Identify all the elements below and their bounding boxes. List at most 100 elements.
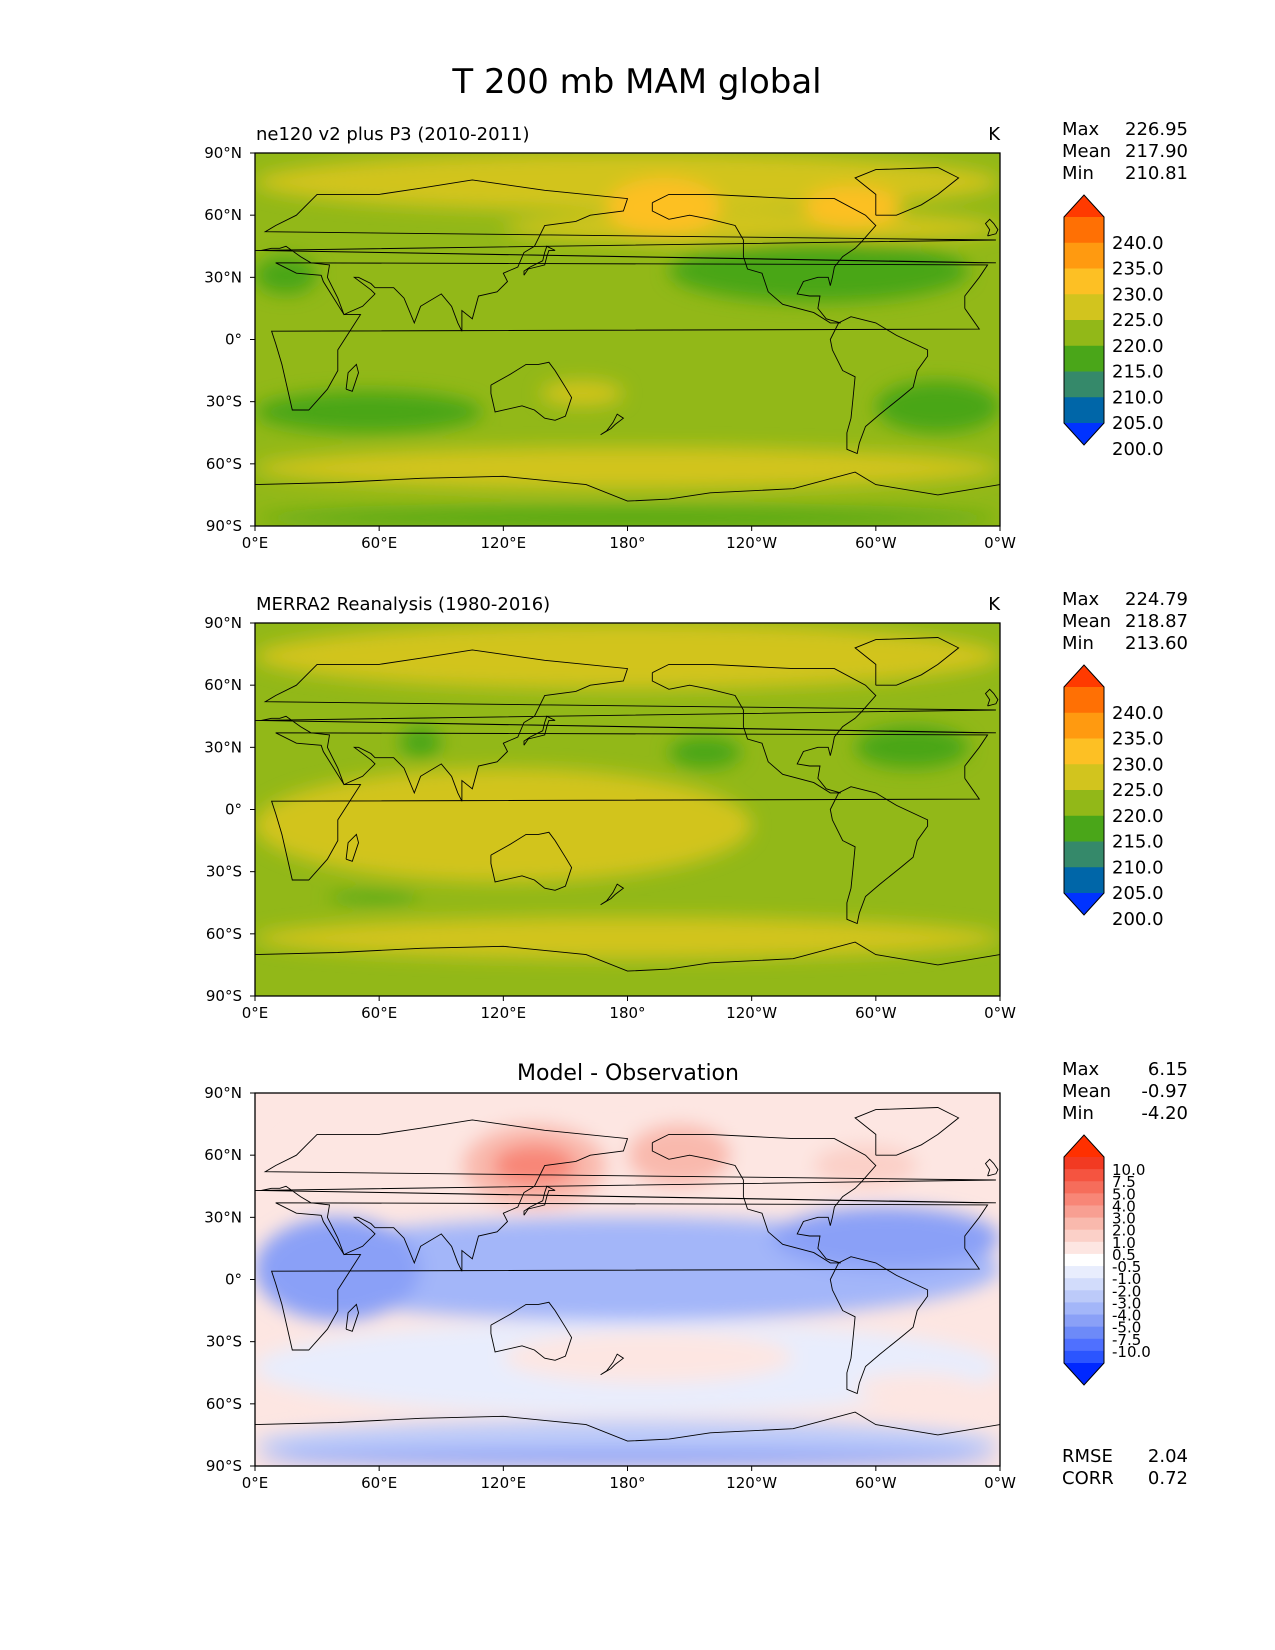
colorbar-tick-label: 4.0 <box>1112 1197 1136 1215</box>
colorbar-segment <box>1064 1253 1104 1267</box>
stat-max-label: Max <box>1062 119 1100 140</box>
x-tick-label: 60°W <box>855 534 897 552</box>
north-america-coast <box>651 193 877 324</box>
stat-max-value: 226.95 <box>1125 119 1188 140</box>
stat-min-value: 213.60 <box>1125 633 1188 654</box>
north-america-coast <box>651 663 877 794</box>
field-region <box>668 736 742 769</box>
field-region <box>606 177 721 236</box>
panel-observation: MERRA2 Reanalysis (1980-2016) K 0°E 60°E 1… <box>204 589 1188 1022</box>
uk-coast <box>984 1158 999 1177</box>
field-region <box>255 768 752 883</box>
colorbar-segment <box>1064 320 1104 347</box>
field-region <box>255 1217 421 1321</box>
y-tick-label: 60°N <box>204 676 242 694</box>
colorbar-segment <box>1064 841 1104 868</box>
colorbar-tick-label: 215.0 <box>1112 832 1164 853</box>
y-tick-label: 60°N <box>204 206 242 224</box>
colorbar-segment <box>1064 397 1104 424</box>
coastlines <box>255 1107 1000 1442</box>
stats-block: Max 224.79 Mean 218.87 Min 213.60 <box>1062 589 1188 654</box>
north-america-coast <box>651 1133 877 1264</box>
stat-max-label: Max <box>1062 1059 1100 1080</box>
colorbar-tick-label: 240.0 <box>1112 233 1164 254</box>
field-region <box>627 1124 731 1187</box>
field-region <box>855 1372 980 1404</box>
south-america-coast <box>829 1256 929 1395</box>
panel-units: K <box>988 124 1001 145</box>
coastlines <box>255 637 1000 972</box>
new-zealand-coast <box>600 1353 625 1376</box>
stats-block: Max 6.15 Mean -0.97 Min -4.20 <box>1062 1059 1188 1124</box>
field-region <box>255 917 1000 959</box>
colorbar-segment <box>1064 1278 1104 1291</box>
colorbar-outline <box>1063 194 1105 446</box>
y-tick-label: 60°S <box>206 925 242 943</box>
map-fill <box>255 153 1000 526</box>
y-tick-label: 30°N <box>204 738 242 756</box>
y-tick-label: 90°N <box>204 144 242 162</box>
eurasia-coast <box>255 179 996 332</box>
eurasia-coast <box>255 1119 996 1272</box>
x-tick-label: 120°W <box>726 1004 777 1022</box>
africa-coast <box>270 1202 989 1351</box>
greenland-coast <box>854 167 960 216</box>
colorbar-tick-label: -3.0 <box>1112 1294 1141 1312</box>
field-region <box>803 186 901 228</box>
field-region <box>255 1449 1000 1466</box>
x-tick-label: 60°E <box>361 1474 397 1492</box>
colorbar-tick-label: 225.0 <box>1112 780 1164 801</box>
colorbar-segment <box>1064 371 1104 398</box>
stat-rmse-value: 2.04 <box>1148 1446 1188 1467</box>
y-tick-label: 60°N <box>204 1146 242 1164</box>
y-tick-label: 0° <box>225 801 242 819</box>
panel-difference: Model - Observation 0°E 60°E 120°E 180° 120°… <box>204 1059 1188 1492</box>
colorbar-segment <box>1064 738 1104 765</box>
y-tick-label: 0° <box>225 1271 242 1289</box>
uk-coast <box>984 218 999 237</box>
colorbar-segment <box>1064 1217 1104 1231</box>
coastlines <box>255 167 1000 502</box>
japan-coast <box>523 245 556 276</box>
stat-corr-label: CORR <box>1062 1468 1114 1489</box>
x-tick-label: 0°E <box>242 1004 269 1022</box>
stat-min-label: Min <box>1062 163 1094 184</box>
stats-block: Max 226.95 Mean 217.90 Min 210.81 <box>1062 119 1188 184</box>
colorbar-segment <box>1064 1181 1104 1194</box>
colorbar-segment <box>1064 1241 1104 1255</box>
y-tick-label: 30°S <box>206 393 242 411</box>
colorbar-tick-label: 230.0 <box>1112 754 1164 775</box>
stat-min-label: Min <box>1062 633 1094 654</box>
x-tick-label: 120°W <box>726 1474 777 1492</box>
field-region <box>855 726 969 769</box>
colorbar-segment <box>1064 1266 1104 1279</box>
colorbar-tick-label: 7.5 <box>1112 1173 1136 1191</box>
colorbar-segment <box>1064 815 1104 843</box>
colorbar-tick-label: 210.0 <box>1112 387 1164 408</box>
y-axis: 90°N 60°N 30°N 0° 30°S 60°S 90°S <box>204 144 255 535</box>
colorbar-tick-label: 220.0 <box>1112 336 1164 357</box>
y-axis: 90°N 60°N 30°N 0° 30°S 60°S 90°S <box>204 614 255 1005</box>
y-tick-label: 30°S <box>206 863 242 881</box>
colorbar-tick-label: 205.0 <box>1112 883 1164 904</box>
panel-title-left: ne120 v2 plus P3 (2010-2011) <box>256 124 530 145</box>
colorbar-tick-label: 235.0 <box>1112 259 1164 280</box>
colorbar-segment <box>1064 1302 1104 1316</box>
skill-stats: RMSE 2.04 CORR 0.72 <box>1062 1446 1188 1489</box>
y-tick-label: 60°S <box>206 455 242 473</box>
x-tick-label: 120°W <box>726 534 777 552</box>
colorbar-tick-label: -5.0 <box>1112 1319 1141 1337</box>
y-tick-label: 90°N <box>204 614 242 632</box>
y-tick-label: 60°S <box>206 1395 242 1413</box>
y-tick-label: 30°N <box>204 1208 242 1226</box>
colorbar-tick-label: 210.0 <box>1112 857 1164 878</box>
uk-coast <box>984 688 999 707</box>
y-tick-label: 30°N <box>204 268 242 286</box>
x-tick-label: 60°E <box>361 1004 397 1022</box>
colorbar-tick-label: 0.5 <box>1112 1246 1136 1264</box>
colorbar-segment <box>1064 1157 1104 1170</box>
australia-coast <box>490 1301 573 1361</box>
colorbar-segment <box>1064 1314 1104 1328</box>
colorbar-extend-min <box>1064 1363 1104 1385</box>
